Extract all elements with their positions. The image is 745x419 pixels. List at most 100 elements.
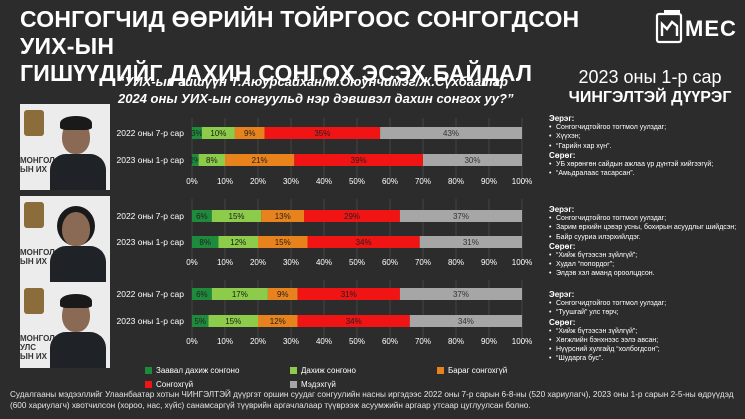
data-label: 12% (230, 238, 246, 247)
x-tick-label: 40% (316, 177, 332, 186)
bar-segment (307, 236, 420, 248)
bar-segment (218, 236, 258, 248)
legend-label: Дахиж сонгоно (301, 366, 356, 375)
photo-sign: МОНГОЛ УЛС ЫН ИХ (20, 334, 55, 361)
data-label: 37% (453, 212, 469, 221)
row-label: 2023 оны 1-р сар (116, 316, 184, 326)
x-tick-label: 0% (186, 337, 198, 346)
emblem-icon (24, 202, 44, 228)
x-tick-label: 100% (512, 337, 532, 346)
bar-segment (409, 315, 522, 327)
x-tick-label: 70% (415, 337, 431, 346)
bar-segment (201, 127, 235, 139)
bar-segment (234, 127, 265, 139)
data-label: 21% (252, 156, 268, 165)
positive-note: Хүүхэн; (549, 132, 741, 141)
legend-label: Заавал дахиж сонгоно (156, 366, 240, 375)
bar-segment (304, 210, 400, 222)
side-panel-region: ЧИНГЭЛТЭЙ ДҮҮРЭГ (568, 89, 732, 106)
bar-segment (399, 288, 522, 300)
data-label: 13% (275, 212, 291, 221)
x-tick-label: 60% (382, 337, 398, 346)
bar-segment (198, 154, 225, 166)
negative-note: Хөгжлийн бэнхнээс ээлэ авсан; (549, 336, 741, 345)
data-label: 15% (229, 212, 245, 221)
bar-segment (264, 127, 381, 139)
x-tick-label: 90% (481, 177, 497, 186)
data-label: 5% (194, 317, 206, 326)
negative-note: Элдэв хэл аманд ороолцдсон. (549, 269, 741, 278)
x-tick-label: 50% (349, 337, 365, 346)
legend-item: Сонгохгүй (145, 380, 193, 389)
candidate-photo-2: МОНГОЛ ЫН ИХ (20, 196, 110, 282)
positive-heading: Эерэг: (549, 114, 575, 123)
data-label: 31% (463, 238, 479, 247)
data-label: 12% (270, 317, 286, 326)
bar-segment (261, 210, 305, 222)
x-tick-label: 100% (512, 177, 532, 186)
legend-swatch (145, 381, 152, 388)
logo-text: MEC (685, 16, 737, 41)
data-label: 15% (225, 317, 241, 326)
legend-item: Мэдэхгүй (290, 380, 336, 389)
positive-note: Байр сууриа илэрхийлдэг. (549, 233, 741, 242)
x-tick-label: 0% (186, 177, 198, 186)
data-label: 6% (196, 290, 208, 299)
legend-swatch (145, 367, 152, 374)
x-tick-label: 70% (415, 258, 431, 267)
x-tick-label: 80% (448, 258, 464, 267)
bar-segment (225, 154, 295, 166)
x-tick-label: 20% (250, 337, 266, 346)
data-label: 39% (351, 156, 367, 165)
x-tick-label: 60% (382, 258, 398, 267)
title-line-2: ГИШҮҮДИЙГ ДАХИН СОНГОХ ЭСЭХ БАЙДАЛ (20, 60, 533, 86)
x-tick-label: 10% (217, 258, 233, 267)
legend-label: Сонгохгүй (156, 380, 194, 389)
candidate-photo-1: МОНГОЛ ЫН ИХ (20, 104, 110, 190)
bar-segment (258, 236, 308, 248)
x-tick-label: 10% (217, 177, 233, 186)
x-tick-label: 90% (481, 337, 497, 346)
bar-segment (211, 210, 262, 222)
data-label: 31% (341, 290, 357, 299)
data-label: 10% (210, 129, 226, 138)
data-label: 34% (346, 317, 362, 326)
legend-label: Мэдэхгүй (301, 380, 336, 389)
bar-segment (258, 315, 298, 327)
negative-heading: Сөрөг: (549, 241, 576, 251)
side-panel-title: 2023 оны 1-р сар ЧИНГЭЛТЭЙ ДҮҮРЭГ (555, 66, 745, 108)
x-tick-label: 20% (250, 177, 266, 186)
negative-note: “Хийж бүтээсэн зүйлгүй”; (549, 327, 741, 336)
title-line-1: СОНГОГЧИД ӨӨРИЙН ТОЙРГООС СОНГОГДСОН УИХ… (20, 6, 580, 59)
positive-note: “Туушгай” улс төрч; (549, 308, 741, 317)
bar-segment (419, 236, 522, 248)
x-tick-label: 80% (448, 337, 464, 346)
bar-segment (208, 315, 258, 327)
row-label: 2023 оны 1-р сар (116, 155, 184, 165)
data-label: 30% (464, 156, 480, 165)
negative-heading: Сөрөг: (549, 150, 576, 160)
x-tick-label: 30% (283, 177, 299, 186)
bar-segment (192, 154, 199, 166)
negative-note: Нүүрсний хулгайд “холбогдсон”; (549, 345, 741, 354)
legend-item: Дахиж сонгоно (290, 366, 356, 375)
data-label: 35% (314, 129, 330, 138)
photo-sign: МОНГОЛ ЫН ИХ (20, 248, 55, 266)
legend-swatch (437, 367, 444, 374)
data-label: 2% (190, 156, 202, 165)
photo-sign: МОНГОЛ ЫН ИХ (20, 156, 55, 174)
x-tick-label: 90% (481, 258, 497, 267)
legend-swatch (290, 381, 297, 388)
negative-note: УБ хөрөнгөн сайдын ажлаа үр дүнтэй хийгэ… (549, 160, 741, 169)
positive-note: Сонгогчидтойгоо тогтмол уулздаг; (549, 123, 741, 132)
positive-heading: Эерэг: (549, 205, 575, 214)
positive-note: Зарим өрхийн цэвэр усны, бохирын асуудлы… (549, 223, 741, 232)
mec-logo-icon (655, 10, 683, 44)
mec-logo: MEC (655, 10, 737, 50)
question-line-1: “УИХ-ын гишүүн Т.Аюурсайхан/М.Оюунчимэг/… (118, 74, 508, 89)
x-tick-label: 80% (448, 177, 464, 186)
negative-heading: Сөрөг: (549, 317, 576, 327)
positive-note: “Гарийн хар хүн”. (549, 142, 741, 151)
bar-segment (267, 288, 298, 300)
